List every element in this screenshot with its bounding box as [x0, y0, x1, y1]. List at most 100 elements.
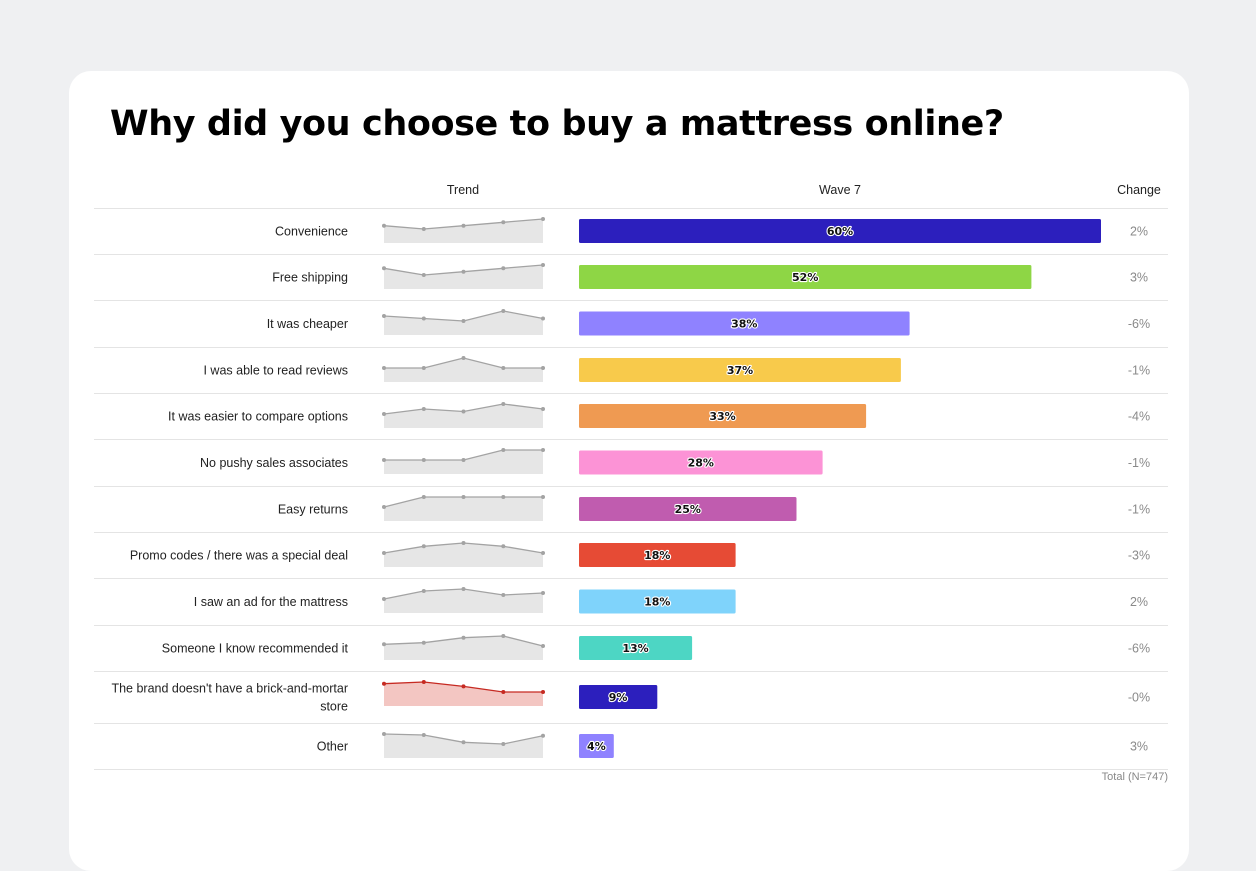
- bar: [579, 358, 901, 382]
- trend-point: [461, 223, 466, 228]
- change-value: 2%: [1130, 595, 1148, 609]
- trend-point: [421, 316, 426, 321]
- trend-point: [501, 309, 506, 313]
- trend-point: [541, 217, 545, 221]
- trend-point: [421, 733, 426, 737]
- bar: [579, 636, 693, 660]
- trend-point: [421, 458, 426, 462]
- row-label: It was easier to compare options: [168, 410, 348, 424]
- trend-point: [461, 541, 466, 545]
- trend-point: [541, 263, 545, 267]
- trend-point: [382, 597, 386, 601]
- trend-sparkline: [382, 634, 545, 660]
- bar-value-label: 18%: [644, 549, 670, 562]
- trend-sparkline: [382, 309, 545, 335]
- trend-point: [461, 356, 466, 360]
- trend-area: [384, 636, 543, 660]
- trend-area: [384, 219, 543, 243]
- bar: [579, 265, 1032, 289]
- trend-point: [541, 407, 545, 411]
- trend-point: [421, 407, 426, 411]
- bar-value-label: 60%: [827, 225, 853, 238]
- trend-point: [461, 684, 466, 689]
- row-label: Free shipping: [272, 271, 348, 285]
- row-label: I was able to read reviews: [203, 364, 348, 378]
- row-label: Promo codes / there was a special deal: [130, 549, 348, 563]
- trend-sparkline: [382, 356, 545, 382]
- trend-sparkline: [382, 263, 545, 289]
- trend-point: [421, 589, 426, 593]
- trend-area: [384, 589, 543, 613]
- trend-point: [421, 495, 426, 499]
- trend-point: [421, 640, 426, 645]
- trend-point: [382, 681, 386, 686]
- change-value: -1%: [1128, 503, 1150, 517]
- trend-point: [501, 220, 506, 225]
- row-label: No pushy sales associates: [200, 456, 348, 470]
- trend-point: [421, 273, 426, 277]
- change-value: -1%: [1128, 364, 1150, 378]
- trend-point: [461, 458, 466, 462]
- trend-point: [501, 544, 506, 549]
- trend-sparkline: [382, 541, 545, 567]
- trend-point: [541, 316, 545, 321]
- bar-value-label: 37%: [727, 364, 753, 377]
- change-value: -6%: [1128, 317, 1150, 331]
- trend-point: [501, 634, 506, 638]
- trend-point: [461, 319, 466, 323]
- trend-point: [541, 644, 545, 648]
- bar-value-label: 4%: [587, 740, 606, 753]
- row-label: Convenience: [275, 225, 348, 239]
- trend-point: [421, 366, 426, 370]
- row-label: Other: [317, 740, 348, 754]
- bar-value-label: 33%: [709, 410, 735, 423]
- row-label: It was cheaper: [267, 317, 348, 331]
- trend-sparkline: [382, 402, 545, 428]
- trend-area: [384, 734, 543, 758]
- trend-point: [501, 593, 506, 597]
- trend-point: [382, 223, 386, 228]
- trend-point: [382, 366, 386, 370]
- bar: [579, 311, 910, 336]
- survey-bar-chart: Convenience 60% 2% Free shipping 52% 3% It was…: [94, 208, 1168, 770]
- trend-point: [461, 269, 466, 274]
- trend-point: [501, 690, 506, 694]
- trend-area: [384, 404, 543, 428]
- trend-area: [384, 543, 543, 567]
- change-value: -3%: [1128, 549, 1150, 563]
- sample-size-note: Total (N=747): [1101, 771, 1168, 783]
- trend-point: [461, 409, 466, 414]
- trend-sparkline: [382, 680, 545, 706]
- trend-point: [382, 314, 386, 318]
- change-column-header: Change: [1117, 183, 1161, 197]
- trend-point: [541, 495, 545, 499]
- trend-point: [382, 458, 386, 462]
- trend-point: [541, 448, 545, 452]
- trend-point: [461, 587, 466, 591]
- trend-point: [382, 505, 386, 509]
- trend-point: [382, 732, 386, 736]
- bar-value-label: 13%: [622, 642, 648, 655]
- trend-point: [501, 402, 506, 406]
- trend-point: [382, 642, 386, 647]
- trend-point: [382, 551, 386, 555]
- trend-area: [384, 497, 543, 521]
- bar-value-label: 25%: [675, 503, 701, 516]
- trend-sparkline: [382, 732, 545, 758]
- row-label: Easy returns: [278, 503, 348, 517]
- change-value: 3%: [1130, 271, 1148, 285]
- trend-point: [541, 551, 545, 555]
- trend-point: [501, 266, 506, 271]
- trend-point: [541, 690, 545, 694]
- bar: [579, 685, 658, 709]
- bar: [579, 404, 867, 428]
- trend-area: [384, 358, 543, 382]
- trend-area: [384, 265, 543, 289]
- bar-value-label: 28%: [688, 457, 714, 470]
- trend-sparkline: [382, 448, 545, 474]
- trend-point: [461, 740, 466, 745]
- trend-point: [541, 591, 545, 595]
- wave-column-header: Wave 7: [819, 183, 861, 197]
- bar-value-label: 9%: [609, 691, 628, 704]
- trend-point: [421, 544, 426, 549]
